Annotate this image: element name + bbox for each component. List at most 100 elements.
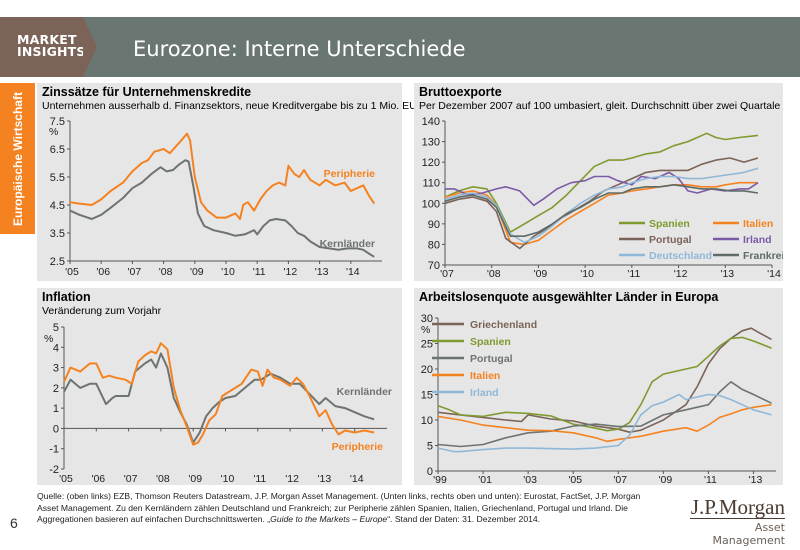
chart-panel-zinssaetze: Zinssätze für Unternehmenskredite Untern… (37, 83, 424, 281)
legend-label: Italien (743, 218, 773, 230)
x-tick-label: '07 (613, 474, 627, 485)
x-tick-label: '11 (253, 266, 266, 278)
legend-label: Italien (470, 370, 500, 382)
y-tick-label: 2.5 (50, 256, 65, 268)
x-tick-label: '14 (350, 473, 364, 485)
y-tick-label: 30 (421, 313, 433, 325)
x-tick-label: '14 (767, 268, 781, 280)
brand-block: MARKET INSIGHTS (0, 17, 86, 77)
x-tick-label: '07 (124, 473, 138, 485)
y-tick-label: 120 (422, 157, 440, 169)
logo-name: J.P.Morgan (690, 495, 785, 519)
chart-panel-inflation: Inflation Veränderung zum Vorjahr -2 -1 0 1… (37, 288, 402, 485)
y-tick-label: -2 (49, 464, 59, 476)
y-tick-label: 2 (53, 383, 59, 395)
series-line-frankreich (444, 184, 759, 237)
x-tick-label: '13 (749, 474, 763, 485)
y-tick-label: 25 (421, 339, 433, 351)
header-bar: MARKET INSIGHTS Eurozone: Interne Unters… (0, 17, 800, 77)
x-tick-label: '09 (188, 473, 202, 485)
chart-subtitle: Veränderung zum Vorjahr (42, 305, 162, 317)
chart-subtitle: Per Dezember 2007 auf 100 umbasiert, gle… (419, 100, 781, 112)
source-note: Quelle: (oben links) EZB, Thomson Reuter… (37, 491, 697, 526)
x-tick-label: '10 (221, 473, 235, 485)
x-tick-label: '07 (128, 266, 142, 278)
x-tick-label: '07 (440, 268, 454, 280)
series-line-kernländer (63, 352, 375, 444)
page-number: 6 (10, 515, 18, 531)
series-annotation: Peripherie (332, 441, 384, 453)
y-tick-label: 3.5 (50, 228, 65, 240)
source-line: Quelle: (oben links) EZB, Thomson Reuter… (37, 491, 641, 501)
x-tick-label: '11 (704, 474, 717, 485)
y-tick-label: 20 (421, 364, 433, 376)
chart-svg-exporte: 70 80 90 100 110 120 130 140 '07 '08 '09 '10 '11 '12 '… (422, 116, 783, 280)
section-tab-label: Europäische Wirtschaft (10, 91, 25, 226)
chart-subtitle: Unternehmen ausserhalb d. Finanzsektors,… (42, 100, 425, 112)
y-tick-label: 5 (53, 322, 59, 334)
chart-panel-bruttoexporte: Bruttoexporte Per Dezember 2007 auf 100 … (414, 83, 783, 281)
series-line-italien (437, 403, 772, 443)
y-unit-label: % (421, 324, 430, 336)
x-tick-label: '06 (96, 266, 110, 278)
y-tick-label: 140 (422, 116, 440, 128)
y-tick-label: 0 (427, 466, 433, 478)
x-tick-label: '01 (478, 474, 492, 485)
series-line-irland (445, 171, 759, 207)
chart-title: Arbeitslosenquote ausgewählter Länder in… (419, 290, 719, 304)
x-tick-label: '09 (658, 474, 672, 485)
source-line: Aggregationen basieren auf einfachen Dur… (37, 514, 541, 524)
y-tick-label: 110 (422, 178, 440, 190)
x-tick-label: '13 (318, 473, 332, 485)
y-tick-label: 5.5 (50, 172, 65, 184)
source-line: Asset Management. Zu den Kernländern zäh… (37, 502, 628, 513)
x-tick-label: '12 (285, 473, 299, 485)
y-tick-label: 4 (53, 342, 59, 354)
y-tick-label: 4.5 (50, 200, 65, 212)
series-line-irland (437, 393, 772, 453)
legend-label: Portugal (470, 353, 513, 365)
y-tick-label: 5 (427, 441, 433, 453)
y-tick-label: 15 (421, 390, 433, 402)
brand-logo: MARKET INSIGHTS (17, 33, 86, 58)
x-tick-label: '05 (65, 266, 79, 278)
x-tick-label: '05 (568, 474, 582, 485)
x-tick-label: '06 (91, 473, 105, 485)
legend-label: Deutschland (649, 250, 712, 262)
series-line-spanien (437, 336, 772, 432)
legend-label: Griechenland (470, 319, 537, 331)
x-tick-label: '09 (190, 266, 204, 278)
y-tick-label: 100 (422, 198, 440, 210)
legend-label: Portugal (649, 234, 692, 246)
series-line-peripherie (69, 132, 376, 220)
section-tab: Europäische Wirtschaft (0, 83, 35, 234)
y-tick-label: 80 (428, 239, 440, 251)
x-tick-label: '08 (156, 473, 170, 485)
x-tick-label: '11 (627, 268, 640, 280)
series-annotation: Kernländer (320, 238, 375, 250)
chart-legend: Griechenland Spanien Portugal Italien Irland (432, 319, 537, 399)
x-tick-label: '11 (253, 473, 266, 485)
series-line-kernländer (69, 159, 375, 258)
series-line-portugal (444, 157, 759, 250)
jpmorgan-logo: J.P.Morgan Asset Management (690, 496, 785, 547)
x-tick-label: '12 (284, 266, 298, 278)
logo-sub: Asset Management (712, 521, 785, 547)
y-tick-label: 10 (421, 415, 433, 427)
x-tick-label: '12 (674, 268, 688, 280)
y-unit-label: % (44, 333, 53, 345)
x-tick-label: '08 (487, 268, 501, 280)
x-tick-label: '13 (720, 268, 734, 280)
y-tick-label: 3 (53, 363, 59, 375)
y-tick-label: 70 (428, 260, 440, 272)
x-tick-label: '99 (433, 474, 447, 485)
y-tick-label: 1 (53, 403, 59, 415)
y-tick-label: 6.5 (50, 144, 65, 156)
series-annotation: Kernländer (337, 386, 392, 398)
chart-title: Bruttoexporte (419, 85, 502, 99)
x-tick-label: '05 (59, 473, 73, 485)
series-line-portugal (437, 381, 772, 448)
x-tick-label: '10 (580, 268, 594, 280)
brand-arrow (83, 17, 97, 77)
